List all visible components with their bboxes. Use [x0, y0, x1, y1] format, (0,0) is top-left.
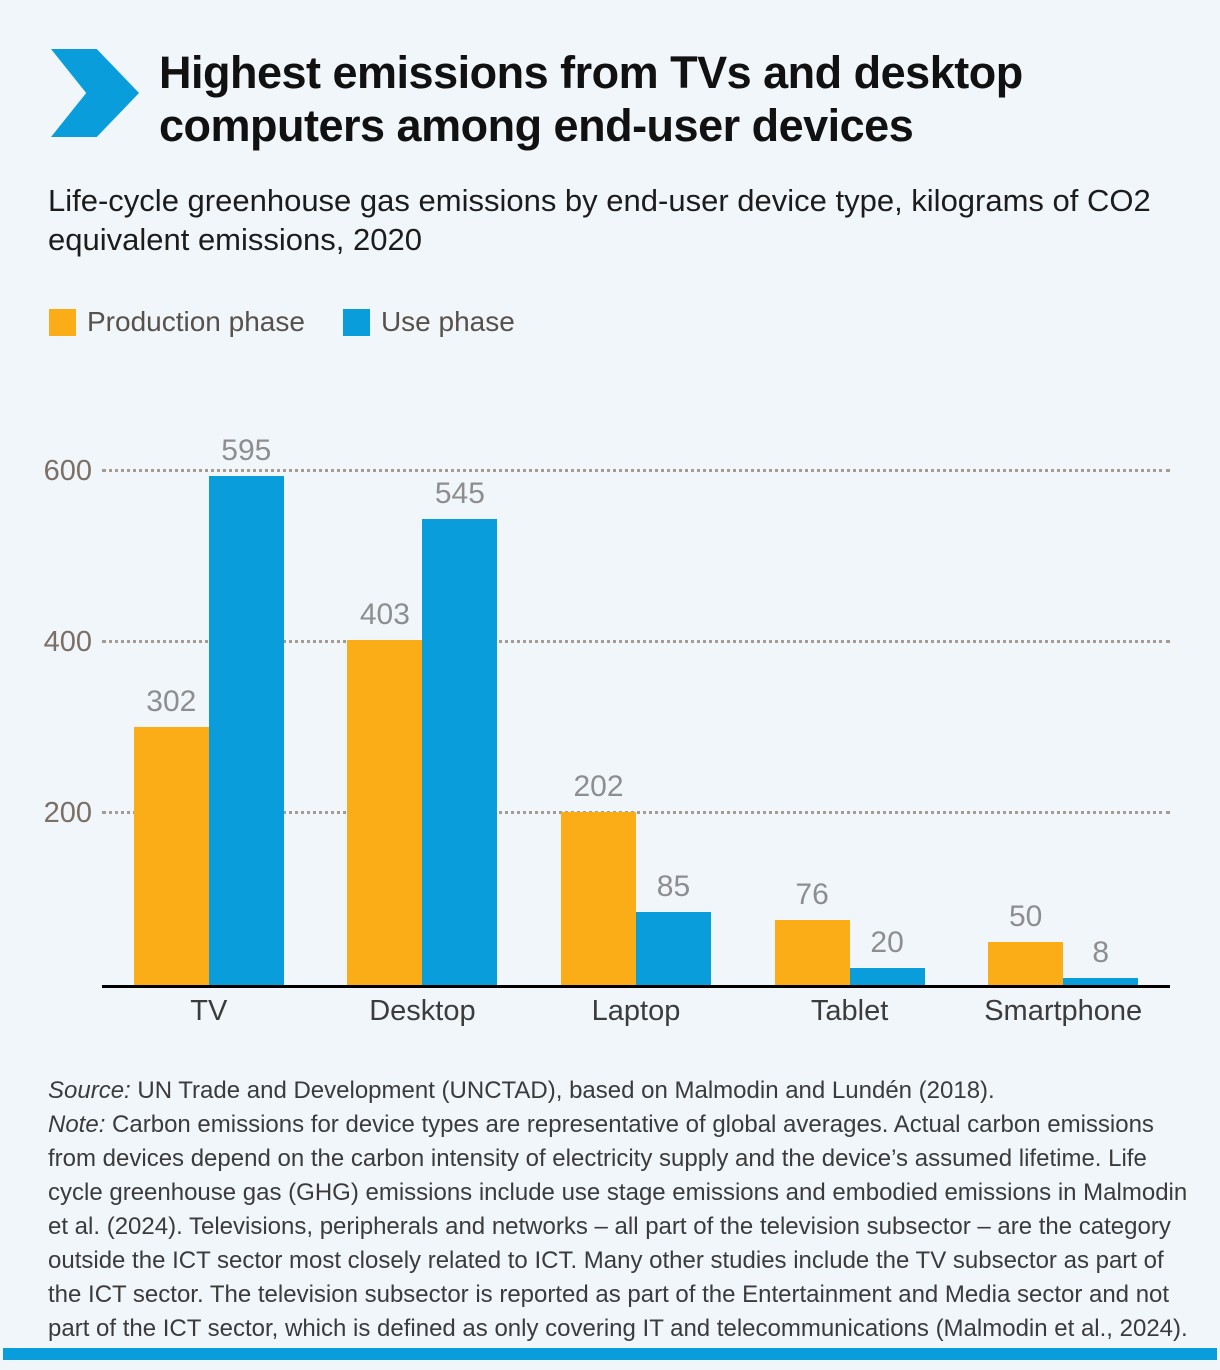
value-label-production-phase-smartphone: 50: [1009, 900, 1043, 933]
bar-use-phase-laptop: [635, 912, 711, 985]
bar-production-phase-tv: [133, 727, 209, 985]
gridline-600: [102, 469, 1170, 472]
bar-group-laptop: 202 85: [529, 430, 743, 985]
x-axis-label-tv: TV: [190, 995, 228, 1027]
bar-production-phase-laptop: [560, 812, 636, 985]
source-text: UN Trade and Development (UNCTAD), based…: [130, 1077, 995, 1104]
x-axis-line: [102, 985, 1170, 988]
x-axis-label-desktop: Desktop: [369, 995, 476, 1027]
bar-chart: 200 400 600 302 595 TV 403 545 Desktop 202 85 Lapto…: [44, 430, 1170, 1027]
x-axis-label-smartphone: Smartphone: [984, 995, 1143, 1027]
value-label-production-phase-laptop: 202: [573, 770, 624, 803]
source-note-block: Source: UN Trade and Development (UNCTAD…: [48, 1074, 1188, 1346]
page-title-line-1: Highest emissions from TVs and desktop: [159, 47, 1023, 98]
page-title-line-2: computers among end-user devices: [159, 100, 914, 151]
bar-production-phase-smartphone: [988, 942, 1064, 985]
note-text: Carbon emissions for device types are re…: [48, 1111, 1188, 1342]
bar-group-smartphone: 50 8: [956, 430, 1170, 985]
bar-use-phase-desktop: [422, 519, 498, 985]
source-label: Source:: [48, 1077, 131, 1104]
value-label-production-phase-desktop: 403: [359, 598, 410, 631]
legend-item-use-phase: Use phase: [342, 306, 515, 338]
y-tick-label-200: 200: [43, 797, 92, 829]
bar-group-tablet: 76 20: [743, 430, 957, 985]
legend-label-use-phase: Use phase: [380, 306, 515, 337]
note-paragraph: Note: Carbon emissions for device types …: [48, 1108, 1188, 1346]
x-axis-label-tablet: Tablet: [810, 995, 889, 1027]
chart-subtitle: Life-cycle greenhouse gas emissions by e…: [48, 183, 1151, 257]
bar-group-tv: 302 595: [102, 430, 316, 985]
y-tick-label-600: 600: [43, 455, 92, 487]
bar-production-phase-desktop: [347, 640, 423, 985]
gridline-200: [102, 811, 1170, 814]
bar-production-phase-tablet: [774, 920, 850, 985]
value-label-production-phase-tablet: 76: [795, 878, 829, 911]
value-label-use-phase-smartphone: 8: [1092, 936, 1110, 969]
page-title: Highest emissions from TVs and desktop c…: [159, 46, 1099, 152]
footer-accent-bar: [3, 1348, 1217, 1360]
y-tick-label-400: 400: [43, 626, 92, 658]
x-axis-label-laptop: Laptop: [591, 995, 681, 1027]
bar-use-phase-smartphone: [1063, 978, 1139, 985]
value-label-use-phase-desktop: 545: [434, 477, 485, 510]
note-label: Note:: [48, 1111, 106, 1138]
value-label-use-phase-laptop: 85: [656, 870, 691, 903]
bar-use-phase-tv: [208, 476, 284, 985]
value-label-use-phase-tv: 595: [221, 434, 272, 467]
gridline-400: [102, 640, 1170, 643]
legend-label-production-phase: Production phase: [87, 306, 305, 337]
bar-use-phase-tablet: [849, 968, 925, 985]
bar-group-desktop: 403 545: [316, 430, 530, 985]
value-label-use-phase-tablet: 20: [870, 926, 904, 959]
legend-swatch-production-phase: [49, 308, 76, 336]
chevron-right-icon: [51, 49, 139, 137]
chart-legend: Production phase Use phase: [49, 306, 515, 338]
legend-item-production-phase: Production phase: [49, 306, 305, 338]
source-line: Source: UN Trade and Development (UNCTAD…: [48, 1074, 1188, 1108]
legend-swatch-use-phase: [342, 308, 370, 336]
value-label-production-phase-tv: 302: [146, 685, 197, 718]
